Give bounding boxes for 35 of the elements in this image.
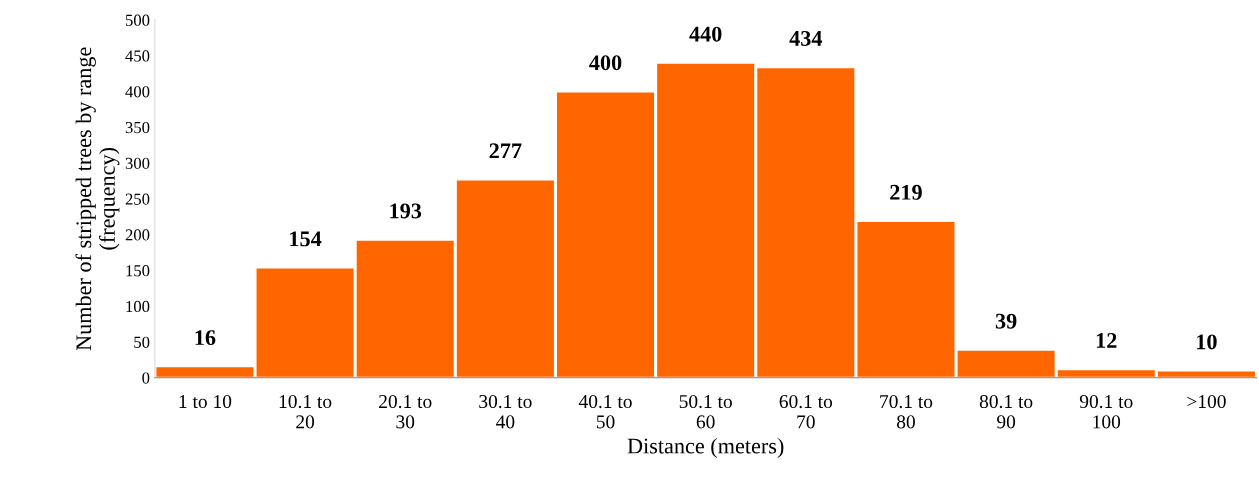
x-tick-label: 70.1 to 80 xyxy=(880,394,933,429)
data-label: 10 xyxy=(1197,334,1217,350)
data-label: 39 xyxy=(995,313,1017,329)
y-tick-label: 100 xyxy=(126,300,150,313)
x-tick-label: 40.1 to 50 xyxy=(578,394,632,429)
y-tick-label: 300 xyxy=(125,157,150,169)
y-tick-label: 200 xyxy=(125,229,150,241)
data-label: 12 xyxy=(1096,333,1117,348)
x-tick-label: 30.1 to 40 xyxy=(479,394,532,429)
y-tick-label: 250 xyxy=(125,193,150,205)
y-tick-label: 150 xyxy=(126,265,150,277)
data-label: 277 xyxy=(489,143,522,159)
data-label: 154 xyxy=(290,231,322,247)
y-axis-title: Number of stripped trees by range (frequency) xyxy=(75,47,120,351)
data-label: 219 xyxy=(890,184,922,200)
data-label: 440 xyxy=(689,26,722,42)
data-label: 400 xyxy=(589,55,622,71)
x-tick-label: 80.1 to 90 xyxy=(979,394,1033,429)
x-tick-label: 1 to 10 xyxy=(179,394,232,409)
data-label: 16 xyxy=(195,330,216,346)
x-axis-title: Distance (meters) xyxy=(627,437,784,459)
x-tick-label: 50.1 to 60 xyxy=(679,394,732,429)
x-tick-label: 60.1 to 70 xyxy=(779,394,833,429)
y-tick-label: 350 xyxy=(125,121,150,134)
x-tick-label: 20.1 to 30 xyxy=(379,394,432,429)
x-tick-label: 10.1 to 20 xyxy=(279,394,332,429)
y-tick-label: 400 xyxy=(125,86,150,98)
data-label: 434 xyxy=(789,31,823,46)
y-tick-label: 500 xyxy=(125,14,150,26)
y-tick-label: 50 xyxy=(134,336,150,348)
x-tick-label: >100 xyxy=(1187,394,1226,409)
y-tick-label: 0 xyxy=(142,372,150,384)
x-tick-label: 90.1 to 100 xyxy=(1079,394,1133,429)
data-label: 193 xyxy=(390,203,422,219)
y-tick-label: 450 xyxy=(125,50,150,62)
